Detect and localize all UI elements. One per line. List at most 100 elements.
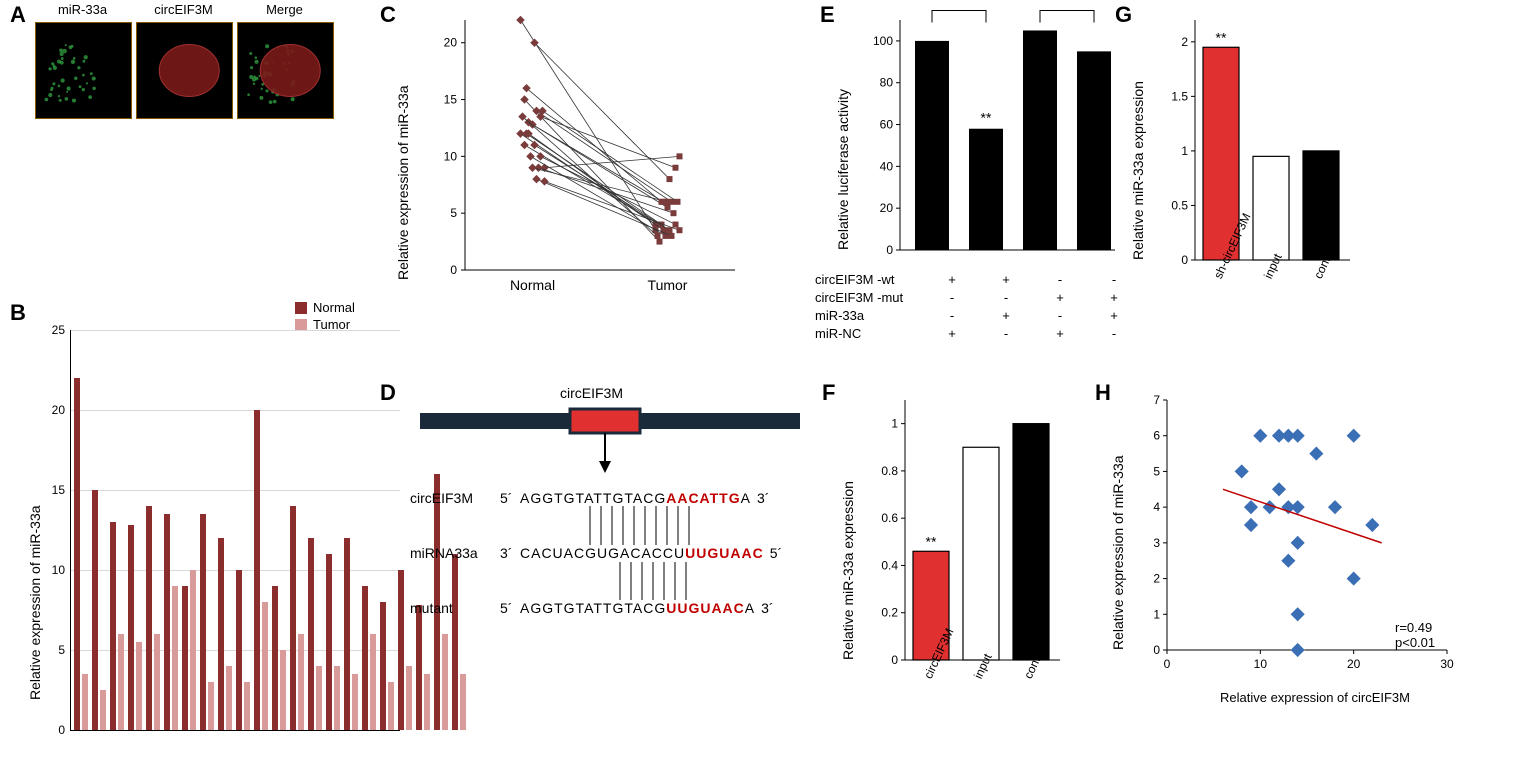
- panel-b-legend: NormalTumor: [295, 300, 355, 334]
- figure-root: A miR-33a circEIF3M Merge B Relative expre…: [0, 0, 1515, 765]
- bar-tumor: [460, 674, 466, 730]
- svg-text:80: 80: [880, 76, 894, 90]
- svg-text:**: **: [926, 533, 937, 549]
- panel-g-ylabel: Relative miR-33a expression: [1130, 20, 1146, 260]
- svg-text:4: 4: [1153, 500, 1160, 514]
- svg-text:0.2: 0.2: [881, 606, 898, 620]
- svg-text:0: 0: [450, 263, 457, 277]
- svg-text:0: 0: [886, 243, 893, 257]
- panel-b-plot: 0510152025: [70, 330, 400, 730]
- bar-tumor: [442, 634, 448, 730]
- bar-normal: [236, 570, 242, 730]
- bar-tumor: [334, 666, 340, 730]
- microscopy-image: [237, 22, 334, 119]
- svg-text:0: 0: [1181, 253, 1188, 267]
- bar-normal: [74, 378, 80, 730]
- svg-text:Normal: Normal: [510, 277, 555, 293]
- svg-text:10: 10: [444, 149, 458, 163]
- bar-normal: [92, 490, 98, 730]
- svg-text:0.5: 0.5: [1171, 198, 1188, 212]
- svg-text:20: 20: [1347, 657, 1361, 671]
- svg-text:0: 0: [891, 653, 898, 667]
- panel-label-d: D: [380, 380, 396, 406]
- legend-item: Normal: [295, 300, 355, 315]
- svg-text:1: 1: [1181, 144, 1188, 158]
- panel-a-images: [35, 22, 355, 122]
- bar-normal: [128, 525, 134, 730]
- bar-normal: [416, 605, 422, 730]
- panel-f-svg: 0 0.2 0.4 0.6 0.8 1 **: [870, 390, 1070, 670]
- bar-tumor: [388, 682, 394, 730]
- sequence-row: miRNA33a3´CACUACGUGACACCUUUGUAAC 5´: [410, 545, 840, 561]
- bar-normal: [182, 586, 188, 730]
- svg-text:40: 40: [880, 159, 894, 173]
- svg-text:3: 3: [1153, 536, 1160, 550]
- design-row: circEIF3M -wt++--: [815, 272, 1115, 287]
- bar-tumor: [262, 602, 268, 730]
- panel-g-svg: 0 0.5 1 1.5 2 **: [1160, 10, 1360, 270]
- panel-a-labels: miR-33a circEIF3M Merge: [35, 2, 355, 20]
- svg-text:10: 10: [1254, 657, 1268, 671]
- svg-text:60: 60: [880, 118, 894, 132]
- panel-label-b: B: [10, 300, 26, 326]
- bar-tumor: [226, 666, 232, 730]
- panel-d-title: circEIF3M: [560, 385, 623, 401]
- panel-c-ylabel: Relative expression of miR-33a: [395, 20, 411, 280]
- bar-normal: [218, 538, 224, 730]
- panel-label-e: E: [820, 2, 835, 28]
- svg-text:0: 0: [1153, 643, 1160, 657]
- bar-normal: [452, 554, 458, 730]
- panel-a-label: Merge: [237, 2, 332, 17]
- design-row: miR-33a-+-+: [815, 308, 1115, 323]
- svg-text:0.8: 0.8: [881, 464, 898, 478]
- panel-label-a: A: [10, 2, 26, 28]
- svg-text:2: 2: [1181, 35, 1188, 49]
- panel-a-label: miR-33a: [35, 2, 130, 17]
- svg-text:Tumor: Tumor: [648, 277, 688, 293]
- panel-e-svg: 020406080100**: [865, 10, 1125, 270]
- svg-text:6: 6: [1153, 429, 1160, 443]
- panel-h-xlabel: Relative expression of circEIF3M: [1175, 690, 1455, 705]
- svg-text:0: 0: [1164, 657, 1171, 671]
- bar-normal: [362, 586, 368, 730]
- panel-h-r: r=0.49: [1395, 620, 1435, 635]
- bar-tumor: [280, 650, 286, 730]
- bar-tumor: [298, 634, 304, 730]
- bar-tumor: [370, 634, 376, 730]
- svg-text:100: 100: [873, 34, 893, 48]
- panel-h-annot: r=0.49 p<0.01: [1395, 620, 1435, 650]
- bar-normal: [272, 586, 278, 730]
- microscopy-image: [136, 22, 233, 119]
- panel-label-c: C: [380, 2, 396, 28]
- bar-normal: [398, 570, 404, 730]
- microscopy-image: [35, 22, 132, 119]
- bar-tumor: [82, 674, 88, 730]
- bar-tumor: [190, 570, 196, 730]
- bar-tumor: [118, 634, 124, 730]
- panel-d-diagram: [410, 403, 810, 483]
- bar-tumor: [316, 666, 322, 730]
- panel-label-f: F: [822, 380, 835, 406]
- svg-text:1: 1: [891, 417, 898, 431]
- svg-text:0.4: 0.4: [881, 558, 898, 572]
- svg-text:1.5: 1.5: [1171, 89, 1188, 103]
- panel-a-label: circEIF3M: [136, 2, 231, 17]
- bar-tumor: [424, 674, 430, 730]
- svg-text:5: 5: [1153, 464, 1160, 478]
- svg-text:20: 20: [444, 36, 458, 50]
- bar-normal: [200, 514, 206, 730]
- bar-normal: [164, 514, 170, 730]
- panel-f-ylabel: Relative miR-33a expression: [840, 400, 856, 660]
- panel-h-p: p<0.01: [1395, 635, 1435, 650]
- bar-tumor: [244, 682, 250, 730]
- design-row: miR-NC+-+-: [815, 326, 1115, 341]
- bar-normal: [380, 602, 386, 730]
- svg-text:**: **: [1216, 29, 1227, 45]
- svg-text:0.6: 0.6: [881, 511, 898, 525]
- bar-tumor: [154, 634, 160, 730]
- svg-text:15: 15: [444, 93, 458, 107]
- bar-normal: [326, 554, 332, 730]
- sequence-row: circEIF3M5´AGGTGTATTGTACGAACATTGA 3´: [410, 490, 840, 506]
- bar-tumor: [100, 690, 106, 730]
- svg-text:7: 7: [1153, 393, 1160, 407]
